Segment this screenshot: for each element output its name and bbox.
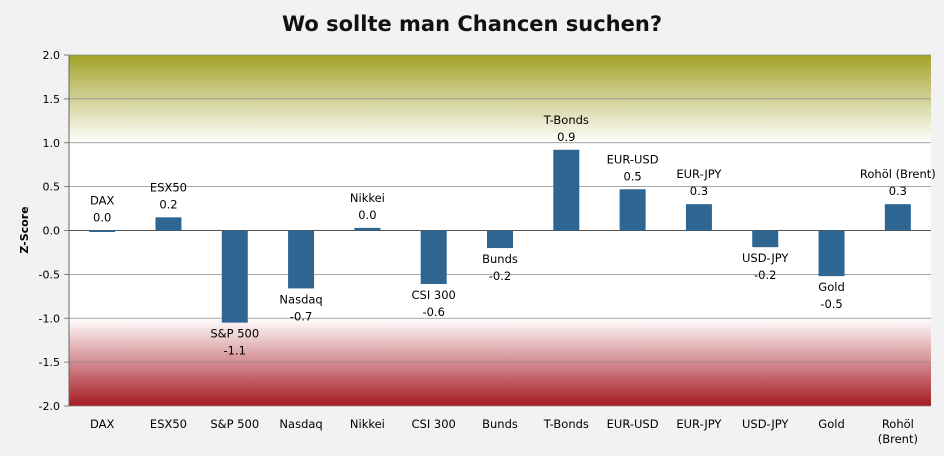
x-tick-label: EUR-JPY (676, 417, 722, 431)
x-tick-label: DAX (90, 417, 115, 431)
data-label-value: 0.3 (690, 184, 708, 198)
data-label-value: -0.7 (290, 309, 312, 323)
y-tick-label: 1.0 (43, 137, 61, 150)
data-label-value: 0.0 (93, 211, 111, 225)
bar (487, 230, 513, 249)
bar (752, 230, 779, 248)
y-tick-label: 0.5 (43, 181, 61, 194)
y-tick-label: -1.0 (39, 312, 60, 325)
data-label-name: EUR-JPY (676, 167, 722, 181)
y-tick-label: 1.5 (43, 93, 61, 106)
x-tick-label: Rohöl (Brent) (878, 417, 918, 446)
y-axis-title: Z-Score (18, 206, 31, 253)
data-label-name: EUR-USD (607, 152, 659, 166)
x-tick-label: S&P 500 (210, 417, 259, 431)
data-label-value: -0.5 (820, 297, 842, 311)
data-label-name: USD-JPY (742, 251, 789, 265)
data-label-name: S&P 500 (210, 327, 259, 341)
x-tick-label: USD-JPY (742, 417, 789, 431)
x-tick-label: CSI 300 (412, 417, 456, 431)
data-label-value: -1.1 (224, 344, 246, 358)
data-label-name: Nikkei (350, 191, 385, 205)
data-label-name: Bunds (482, 252, 518, 266)
x-tick-label: EUR-USD (607, 417, 659, 431)
bar (155, 217, 182, 231)
x-tick-label: T-Bonds (543, 417, 589, 431)
data-label-value: 0.9 (557, 130, 575, 144)
data-label-value: 0.5 (623, 169, 641, 183)
x-tick-label: Gold (818, 417, 844, 431)
data-label-name: Rohöl (Brent) (860, 167, 936, 181)
bar (288, 230, 315, 289)
x-tick-label: Nasdaq (279, 417, 322, 431)
x-tick-label: ESX50 (150, 417, 187, 431)
bar (553, 149, 580, 231)
data-label-name: ESX50 (150, 180, 187, 194)
data-label-name: DAX (90, 194, 115, 208)
data-label-name: Nasdaq (279, 292, 322, 306)
y-tick-label: -2.0 (39, 400, 60, 413)
data-label-value: 0.3 (889, 184, 907, 198)
bar (685, 204, 712, 231)
data-label-name: T-Bonds (543, 113, 589, 127)
data-label-value: 0.2 (159, 197, 177, 211)
y-tick-label: -0.5 (39, 268, 60, 281)
bar (818, 230, 845, 277)
bar (884, 204, 911, 231)
data-label-value: -0.2 (754, 268, 776, 282)
data-label-value: 0.0 (358, 208, 376, 222)
chart-title: Wo sollte man Chancen suchen? (282, 12, 662, 36)
data-label-value: -0.2 (489, 269, 511, 283)
data-label-name: Gold (818, 280, 844, 294)
y-tick-label: 2.0 (43, 49, 61, 62)
bar (89, 230, 116, 232)
bar (354, 227, 381, 231)
y-tick-label: -1.5 (39, 356, 60, 369)
bar (420, 230, 447, 285)
data-label-name: CSI 300 (412, 288, 456, 302)
x-tick-label: Bunds (482, 417, 518, 431)
data-label-value: -0.6 (422, 305, 444, 319)
bar (619, 189, 646, 231)
x-tick-label: Nikkei (350, 417, 385, 431)
y-tick-label: 0.0 (43, 225, 61, 238)
bar (221, 230, 248, 323)
